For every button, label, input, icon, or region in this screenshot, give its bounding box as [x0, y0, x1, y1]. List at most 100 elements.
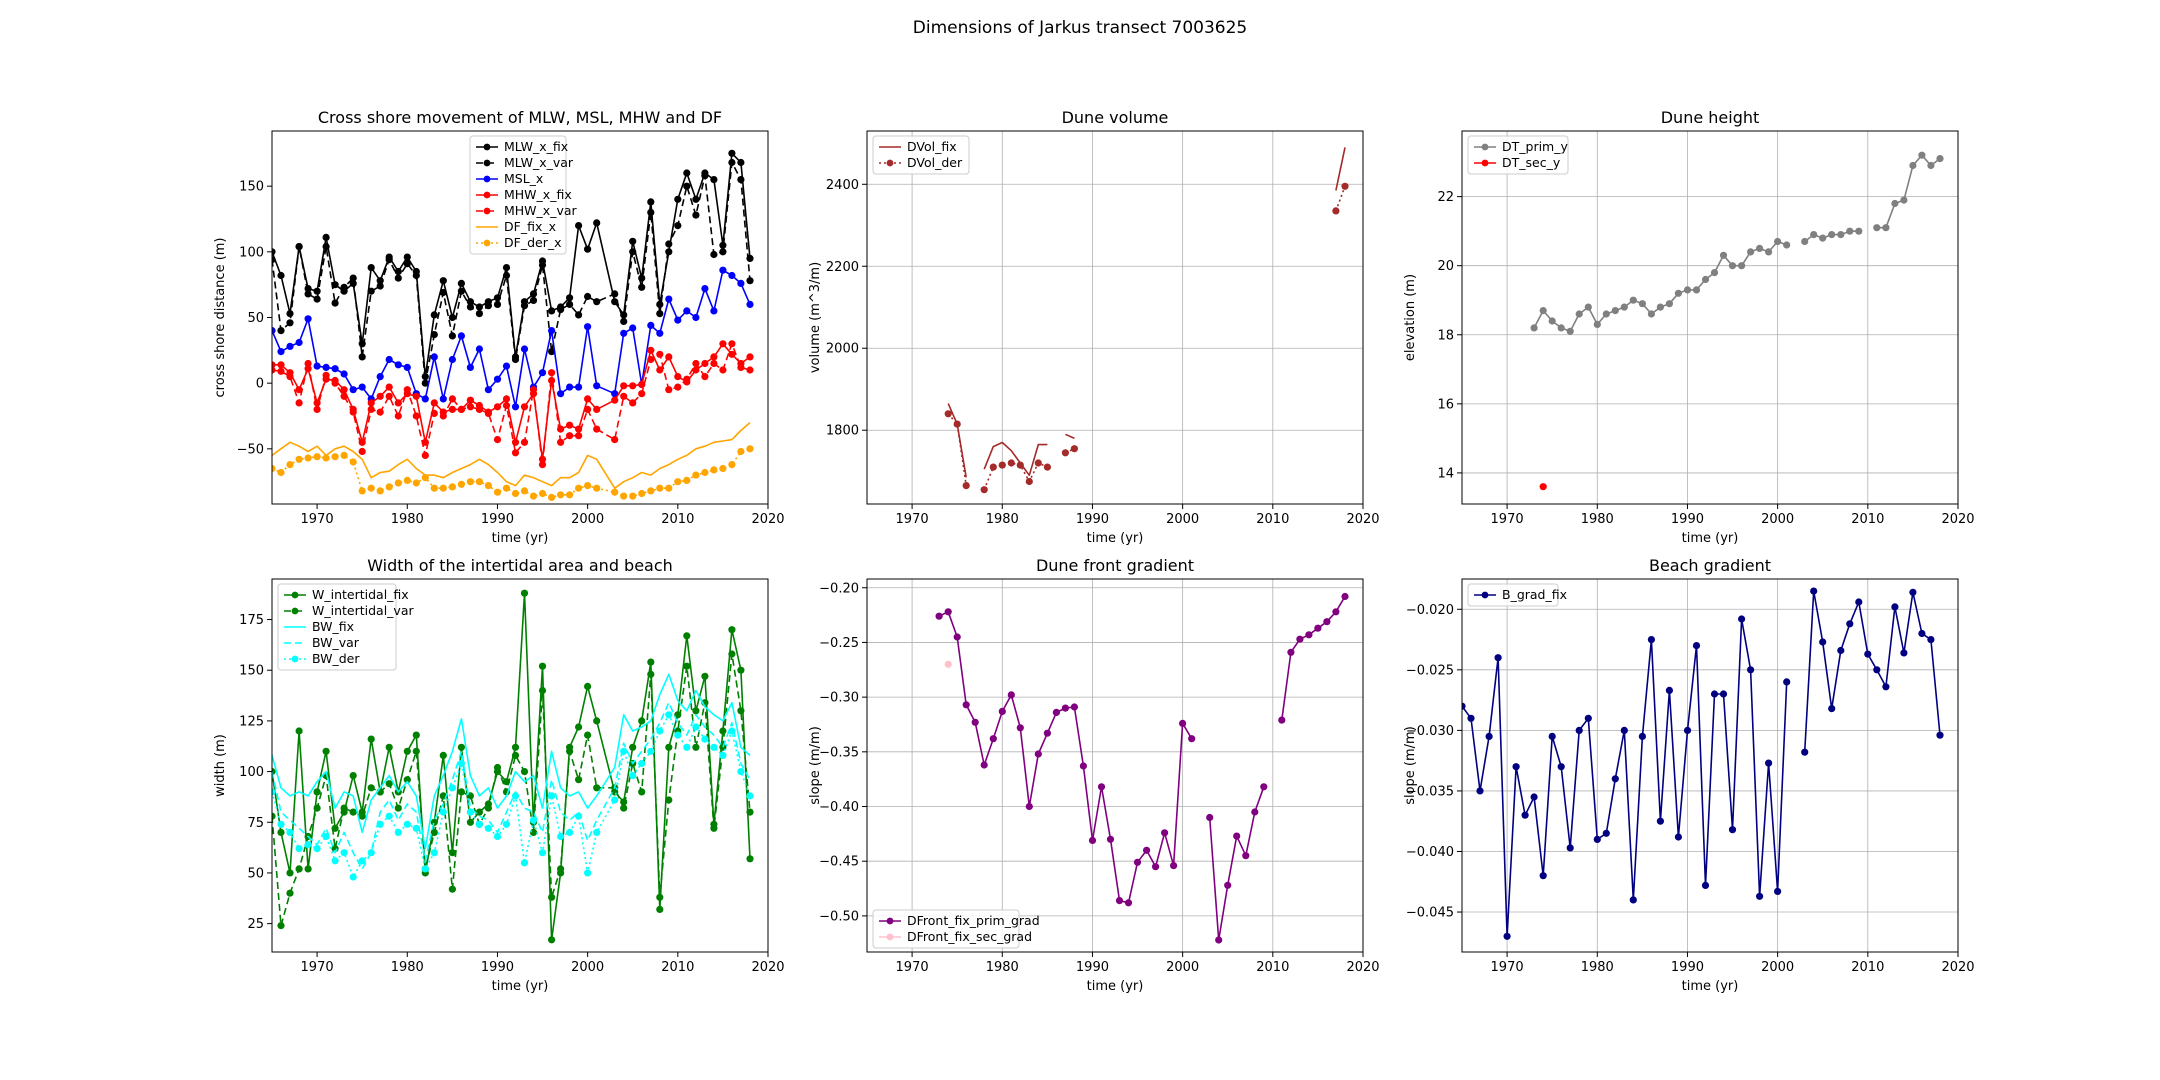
data-point-msl-x	[538, 369, 547, 377]
data-point-bw-der	[629, 772, 637, 780]
data-point-b-grad-fix	[1728, 826, 1737, 834]
data-point-dt-prim-y	[1918, 151, 1926, 159]
data-point-mlw-x-var	[701, 172, 709, 180]
data-point-df-der-x	[448, 483, 456, 491]
data-point-df-der-x	[385, 483, 393, 491]
data-point-b-grad-fix	[1647, 636, 1655, 644]
data-point-msl-x	[322, 363, 330, 371]
data-point-mlw-x-var	[430, 331, 438, 339]
data-point-mlw-x-var	[620, 317, 628, 325]
y-tick-label: 0	[256, 377, 264, 392]
data-point-mhw-x-fix	[674, 373, 682, 381]
data-point-mlw-x-fix	[331, 281, 339, 289]
x-tick-label: 1980	[1581, 512, 1614, 527]
y-tick-label: 2200	[826, 260, 859, 275]
y-tick-label: −0.035	[1406, 784, 1454, 799]
data-point-df-der-x	[403, 476, 411, 484]
data-point-w-intertidal-var	[665, 796, 673, 804]
data-point-dt-prim-y	[1828, 231, 1836, 239]
data-point-df-der-x	[286, 461, 294, 469]
data-point-mlw-x-fix	[575, 222, 583, 230]
data-point-mlw-x-var	[557, 306, 565, 314]
data-point-mhw-x-var	[520, 438, 529, 446]
data-point-bw-der	[728, 727, 736, 735]
data-point-mhw-x-var	[629, 399, 637, 407]
data-point-bw-der	[430, 849, 438, 857]
data-point-mlw-x-var	[376, 282, 384, 290]
data-point-dt-prim-y	[1647, 310, 1655, 318]
data-point-b-grad-fix	[1521, 811, 1529, 819]
legend-marker-msl-x	[483, 175, 491, 183]
data-point-b-grad-fix	[1602, 829, 1610, 837]
data-point-msl-x	[593, 382, 601, 390]
data-point-mlw-x-var	[529, 296, 538, 304]
data-point-mhw-x-var	[611, 436, 619, 444]
data-point-bw-der	[385, 812, 393, 820]
data-point-mhw-x-fix	[584, 395, 592, 403]
data-point-bw-der	[692, 723, 700, 731]
data-point-dfront-fix-prim-grad	[1233, 832, 1241, 840]
data-point-mlw-x-var	[272, 256, 276, 264]
data-point-mlw-x-var	[638, 283, 646, 291]
series-dfront-fix-prim-grad	[935, 592, 1349, 944]
data-point-df-der-x	[340, 451, 348, 459]
data-point-dvol-der	[980, 486, 988, 494]
data-point-bw-der	[313, 845, 321, 853]
data-point-mlw-x-fix	[719, 241, 727, 249]
data-point-bw-der	[584, 869, 592, 877]
legend-marker-df-der-x	[483, 239, 491, 247]
plot-area	[944, 147, 1349, 494]
data-point-w-intertidal-fix	[719, 727, 727, 735]
x-tick-label: 2000	[1761, 512, 1794, 527]
x-tick-label: 1980	[391, 512, 424, 527]
data-point-bw-der	[557, 832, 565, 841]
axes-frame	[866, 130, 1364, 505]
data-point-w-intertidal-fix	[385, 743, 393, 751]
data-point-dfront-fix-prim-grad	[953, 633, 961, 641]
data-point-mlw-x-var	[493, 300, 502, 308]
data-point-mlw-x-fix	[728, 149, 736, 157]
data-point-msl-x	[584, 323, 592, 331]
data-point-dt-prim-y	[1530, 324, 1538, 332]
series-line-df-fix-x	[272, 421, 751, 490]
data-point-mlw-x-var	[421, 379, 429, 387]
data-point-dfront-fix-prim-grad	[962, 701, 970, 709]
data-point-dt-prim-y	[1747, 248, 1755, 256]
data-point-mlw-x-var	[520, 302, 529, 310]
data-point-df-der-x	[674, 478, 682, 486]
data-point-w-intertidal-var	[656, 893, 664, 901]
data-point-msl-x	[331, 365, 339, 373]
data-point-df-der-x	[376, 487, 384, 495]
legend-label-dt-sec-y: DT_sec_y	[1502, 155, 1561, 170]
x-tick-label: 2010	[661, 960, 694, 975]
data-point-msl-x	[358, 383, 366, 391]
data-point-dt-prim-y	[1692, 286, 1701, 294]
data-point-b-grad-fix	[1819, 638, 1827, 646]
data-point-df-der-x	[367, 484, 375, 492]
data-point-mlw-x-var	[548, 348, 556, 356]
subplot-cross-shore-movement: 1970 1980 1990 2000 2010 2020 −50 0 50 100 150 Cros…	[213, 108, 785, 546]
data-point-msl-x	[746, 300, 754, 308]
series-line-dvol-der	[947, 413, 967, 486]
data-point-b-grad-fix	[1765, 759, 1773, 767]
data-point-mhw-x-var	[674, 383, 682, 391]
data-point-w-intertidal-var	[548, 893, 556, 901]
data-point-b-grad-fix	[1503, 932, 1511, 940]
legend: W_intertidal_fixW_intertidal_varBW_fixBW…	[277, 583, 414, 671]
data-point-msl-x	[349, 386, 357, 394]
data-point-b-grad-fix	[1692, 642, 1701, 650]
data-point-df-der-x	[358, 487, 366, 495]
y-tick-label: −0.50	[819, 909, 859, 924]
data-point-b-grad-fix	[1747, 666, 1755, 674]
data-point-mlw-x-var	[665, 240, 673, 248]
axes-frame	[866, 578, 1364, 953]
data-point-b-grad-fix	[1548, 732, 1556, 741]
data-point-dfront-fix-sec-grad	[944, 660, 952, 668]
data-point-mhw-x-var	[728, 340, 736, 348]
data-point-mhw-x-var	[331, 379, 339, 387]
data-point-bw-der	[349, 873, 357, 881]
data-point-dfront-fix-prim-grad	[1061, 704, 1069, 712]
data-point-w-intertidal-fix	[575, 723, 583, 731]
y-tick-label: 75	[247, 816, 264, 831]
